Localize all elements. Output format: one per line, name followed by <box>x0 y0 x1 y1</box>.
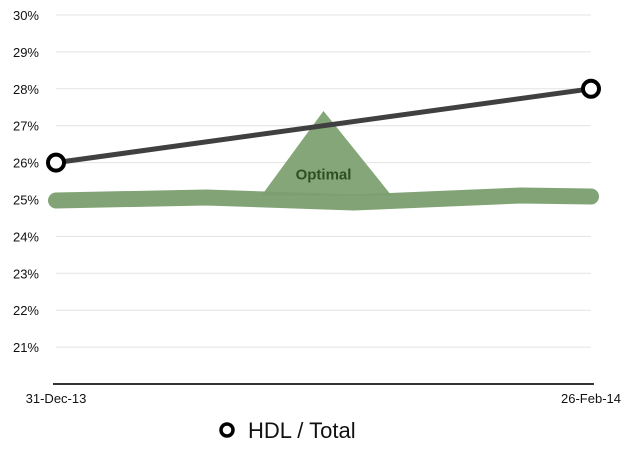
y-axis-tick-labels: 21% 22% 23% 24% 25% 26% 27% 28% 29% 30% <box>13 8 39 355</box>
data-point <box>581 78 601 99</box>
legend: HDL / Total <box>219 418 356 443</box>
optimal-band: Optimal <box>48 110 599 211</box>
y-tick-label: 25% <box>13 193 39 208</box>
x-tick-label: 26-Feb-14 <box>561 391 621 406</box>
y-tick-label: 30% <box>13 8 39 23</box>
series-line <box>53 86 594 166</box>
y-tick-label: 27% <box>13 119 39 134</box>
legend-marker-icon <box>219 422 235 438</box>
x-tick-label: 31-Dec-13 <box>26 391 87 406</box>
y-tick-label: 23% <box>13 266 39 281</box>
y-tick-label: 26% <box>13 156 39 171</box>
data-point <box>46 152 66 173</box>
series-group <box>46 78 601 173</box>
y-tick-label: 29% <box>13 45 39 60</box>
y-tick-label: 22% <box>13 303 39 318</box>
legend-label: HDL / Total <box>248 418 356 443</box>
y-tick-label: 21% <box>13 340 39 355</box>
y-tick-label: 24% <box>13 229 39 244</box>
optimal-band-stroke <box>48 187 599 211</box>
optimal-peak <box>261 110 392 196</box>
y-tick-label: 28% <box>13 82 39 97</box>
x-axis-tick-labels: 31-Dec-13 26-Feb-14 <box>26 391 621 406</box>
optimal-band-label: Optimal <box>296 167 352 184</box>
